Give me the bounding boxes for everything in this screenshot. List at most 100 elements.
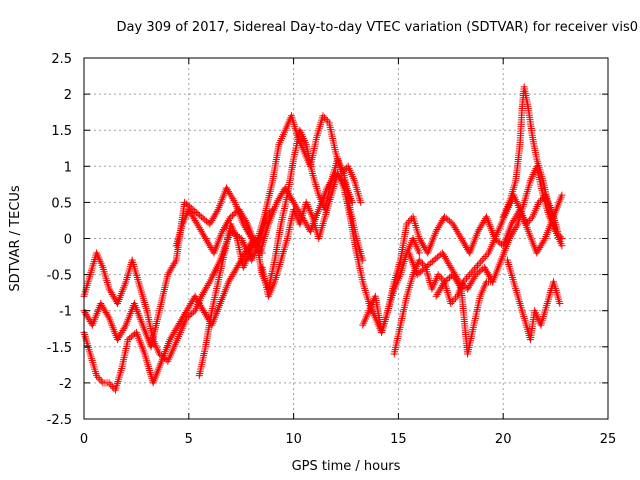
data-point xyxy=(236,207,244,215)
data-point xyxy=(191,216,199,224)
data-point xyxy=(446,217,454,225)
data-point xyxy=(454,229,462,237)
data-point xyxy=(116,332,124,340)
data-point xyxy=(213,207,221,215)
y-tick-label: 0.5 xyxy=(51,196,72,211)
data-point xyxy=(100,305,108,313)
data-point xyxy=(556,299,564,307)
axis-ticks: 0 5 10 15 20 25 2.5 2 1.5 1 0.5 0 -0.5 -1 -1.5 -2 -2.5 xyxy=(47,52,617,447)
data-point xyxy=(438,281,446,289)
data-point xyxy=(206,242,214,250)
data-point xyxy=(505,235,513,242)
y-tick-label: 0 xyxy=(64,233,72,248)
data-point xyxy=(441,278,449,286)
data-point xyxy=(104,312,112,320)
data-point xyxy=(456,283,464,291)
data-point xyxy=(211,211,219,219)
data-point xyxy=(444,216,452,224)
data-point xyxy=(155,350,163,358)
data-point xyxy=(510,216,518,224)
data-point xyxy=(472,263,480,271)
data-point xyxy=(227,274,235,282)
data-point xyxy=(441,253,449,261)
data-point xyxy=(166,336,174,344)
data-point xyxy=(185,206,193,214)
data-point xyxy=(203,236,211,244)
data-point xyxy=(449,220,457,228)
data-point xyxy=(453,227,461,235)
data-point xyxy=(508,231,516,239)
data-point xyxy=(418,266,426,274)
data-point xyxy=(403,220,411,228)
data-point xyxy=(233,263,241,271)
data-point xyxy=(187,299,195,307)
data-point xyxy=(201,216,209,224)
data-point xyxy=(437,283,445,291)
data-point xyxy=(433,290,441,298)
data-point xyxy=(238,211,246,219)
data-point xyxy=(483,251,491,259)
data-point xyxy=(454,280,462,288)
data-point xyxy=(115,334,123,342)
data-point xyxy=(194,298,202,306)
data-point xyxy=(129,331,137,339)
data-point xyxy=(180,312,188,320)
data-point xyxy=(188,298,196,306)
data-point xyxy=(537,242,545,250)
series-track-12 xyxy=(503,256,564,344)
data-point xyxy=(173,323,181,331)
data-point xyxy=(83,312,91,320)
data-point xyxy=(464,272,472,280)
data-point xyxy=(197,303,205,311)
data-point xyxy=(171,327,179,335)
data-point xyxy=(419,260,427,268)
data-point xyxy=(99,303,107,311)
data-point xyxy=(477,222,485,230)
data-point xyxy=(210,213,218,221)
data-point xyxy=(242,218,250,226)
data-point xyxy=(404,218,412,226)
data-point xyxy=(195,299,203,307)
data-point xyxy=(469,267,477,275)
data-point xyxy=(447,299,455,307)
data-point xyxy=(430,256,438,264)
data-point xyxy=(437,218,445,226)
data-point xyxy=(442,214,450,222)
data-point xyxy=(435,287,443,295)
data-point xyxy=(475,268,483,276)
data-point xyxy=(172,325,180,333)
data-point xyxy=(512,224,520,232)
data-points xyxy=(80,83,566,394)
series-track-11 xyxy=(499,83,566,250)
data-point xyxy=(420,242,428,250)
data-point xyxy=(198,229,206,237)
data-point xyxy=(467,280,475,288)
data-point xyxy=(432,227,440,235)
data-point xyxy=(509,229,517,237)
data-point xyxy=(224,218,232,226)
x-tick-label: 25 xyxy=(600,432,617,447)
data-point xyxy=(169,262,177,270)
data-point xyxy=(184,305,192,313)
data-point xyxy=(293,204,301,212)
data-point xyxy=(201,287,209,295)
series-track-9 xyxy=(405,162,566,293)
data-point xyxy=(558,191,566,199)
data-point xyxy=(448,298,456,306)
data-point xyxy=(197,213,205,221)
x-tick-label: 10 xyxy=(285,432,302,447)
data-point xyxy=(196,301,204,309)
data-point xyxy=(472,271,480,279)
data-point xyxy=(169,330,177,338)
data-point xyxy=(511,225,519,233)
data-point xyxy=(470,274,478,282)
data-point xyxy=(188,310,196,318)
data-point xyxy=(458,236,466,244)
y-tick-label: -2 xyxy=(59,377,72,392)
data-point xyxy=(223,184,231,192)
data-point xyxy=(176,318,184,326)
data-point xyxy=(201,233,209,241)
x-tick-label: 0 xyxy=(80,432,88,447)
data-point xyxy=(324,117,332,125)
data-point xyxy=(558,242,566,250)
